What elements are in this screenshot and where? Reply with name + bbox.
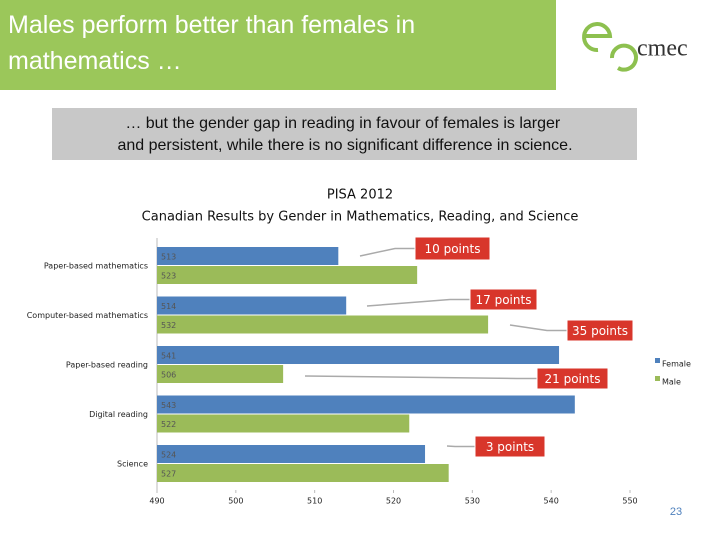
- slide-title-line: mathematics …: [8, 47, 182, 75]
- value-label: 532: [161, 321, 176, 330]
- chart-subtitle: Canadian Results by Gender in Mathematic…: [142, 210, 579, 225]
- x-tick-label: 520: [386, 497, 401, 506]
- legend-swatch: [655, 376, 660, 381]
- bar: [157, 315, 489, 334]
- x-tick-label: 540: [544, 497, 559, 506]
- x-tick-label: 500: [228, 497, 243, 506]
- value-label: 506: [161, 371, 176, 380]
- callout-text: 10 points: [425, 242, 481, 256]
- y-tick-label: Science: [117, 460, 148, 469]
- slide-subtitle-line: … but the gender gap in reading in favou…: [125, 115, 561, 132]
- title-box: [0, 0, 556, 90]
- legend-swatch: [655, 358, 660, 363]
- bar: [157, 346, 560, 364]
- value-label: 513: [161, 253, 176, 262]
- bar: [157, 445, 426, 463]
- callout-line: [359, 247, 415, 257]
- subtitle-box: [52, 108, 637, 160]
- legend-label: Female: [662, 360, 691, 369]
- logo: cmec: [582, 22, 688, 72]
- callout-box: [469, 288, 538, 311]
- callout-box: [566, 319, 634, 342]
- y-tick-label: Paper-based mathematics: [44, 262, 148, 271]
- bar: [157, 296, 347, 315]
- bar: [157, 464, 449, 482]
- slide-title-line: Males perform better than females in: [8, 11, 415, 39]
- slide-subtitle-line: and persistent, while there is no signif…: [117, 137, 572, 154]
- callout-text: 35 points: [572, 324, 628, 338]
- callout-text: 3 points: [486, 440, 534, 454]
- bar: [157, 395, 575, 414]
- value-label: 527: [161, 470, 176, 479]
- callout-box: [536, 367, 609, 390]
- bar: [157, 247, 339, 265]
- callout-box: [414, 236, 491, 261]
- logo-text: cmec: [637, 36, 688, 62]
- bar: [157, 414, 410, 433]
- callout-line: [304, 375, 537, 380]
- callout-box: [474, 435, 546, 458]
- value-label: 524: [161, 451, 176, 460]
- value-label: 543: [161, 401, 176, 410]
- y-tick-label: Computer-based mathematics: [27, 311, 148, 320]
- value-label: 541: [161, 352, 176, 361]
- value-label: 514: [161, 302, 176, 311]
- x-tick-label: 490: [149, 497, 164, 506]
- bar: [157, 266, 418, 284]
- callout-line: [446, 445, 475, 448]
- callout-line: [366, 298, 470, 307]
- slide-title: Males perform better than females in mat…: [8, 11, 422, 75]
- value-label: 522: [161, 420, 176, 429]
- callout-line: [509, 324, 567, 332]
- legend-label: Male: [662, 378, 681, 387]
- value-label: 523: [161, 272, 176, 281]
- bar: [157, 365, 284, 383]
- callout-text: 17 points: [476, 293, 532, 307]
- chart-title: PISA 2012: [327, 188, 393, 203]
- page-number: 23: [670, 506, 682, 518]
- y-tick-label: Digital reading: [89, 410, 148, 419]
- slide-subtitle: … but the gender gap in reading in favou…: [117, 115, 572, 154]
- x-tick-label: 550: [622, 497, 637, 506]
- callout-text: 21 points: [545, 372, 601, 386]
- y-tick-label: Paper-based reading: [66, 361, 148, 370]
- x-tick-label: 510: [307, 497, 322, 506]
- x-tick-label: 530: [465, 497, 480, 506]
